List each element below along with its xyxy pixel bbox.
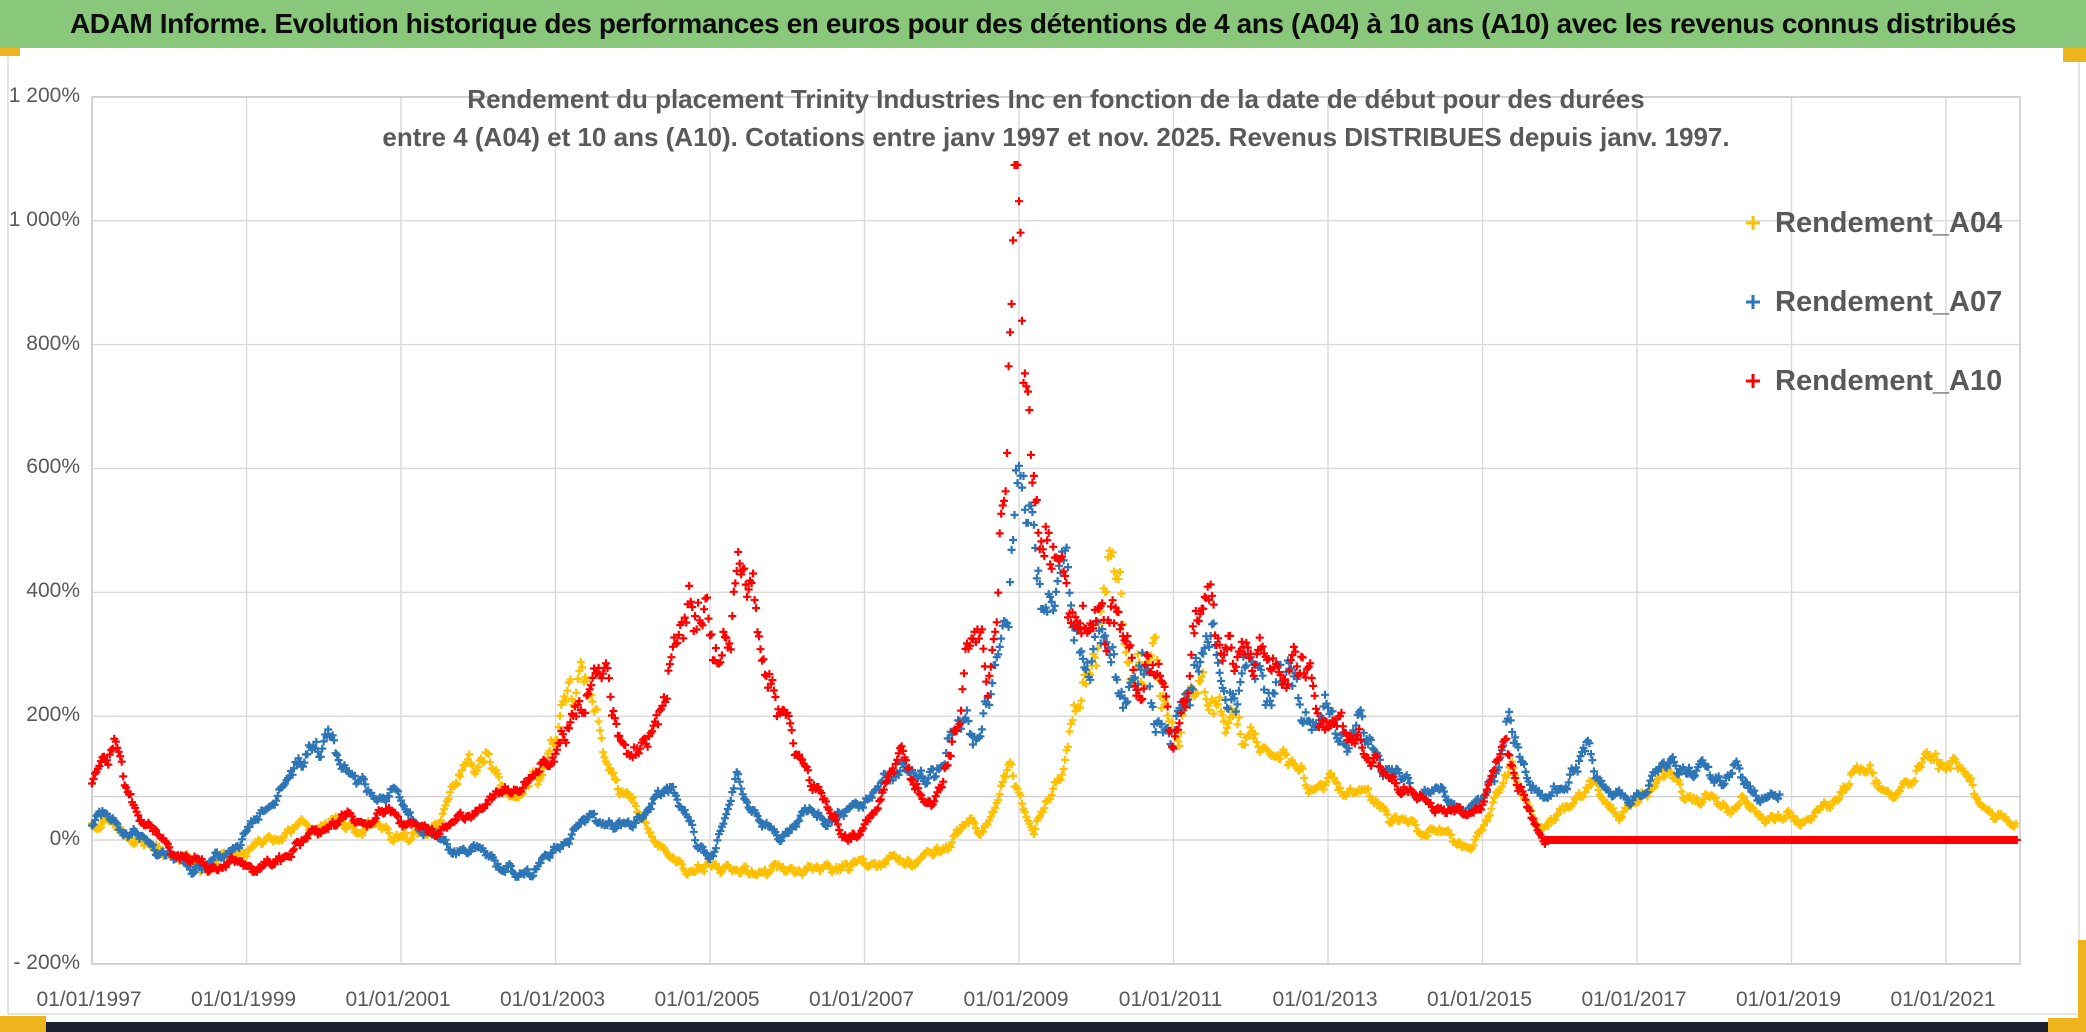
x-tick-label: 01/01/2013 [1272,988,1378,1011]
gold-accent-bottom-right [2048,1018,2086,1032]
y-tick-label: - 200% [13,950,80,974]
x-tick-label: 01/01/2001 [345,988,451,1011]
legend-label: Rendement_A10 [1775,364,2003,397]
series-points-rendement_a10 [88,161,2021,876]
plot-frame [91,96,2021,965]
gold-strip-right [2078,940,2086,1032]
banner-title: ADAM Informe. Evolution historique des p… [69,8,2017,39]
legend: Rendement_A04 Rendement_A07 Rendement_A1… [1745,203,2002,440]
y-tick-label: 1 000% [8,207,80,231]
plus-marker-icon [1746,216,1760,230]
plus-marker-icon [1746,295,1760,309]
x-tick-label: 01/01/2019 [1735,988,1842,1011]
x-tick-label: 01/01/1997 [36,988,142,1011]
chart-border [7,56,2080,1015]
gold-accent-bottom-left [0,1016,46,1032]
legend-item-a07[interactable]: Rendement_A07 [1745,282,2002,322]
y-tick-label: 0% [49,827,80,850]
gold-accent-top-right [2063,48,2086,62]
chart-title: Rendement du placement Trinity Industrie… [382,80,1729,156]
x-tick-label: 01/01/2017 [1581,988,1687,1011]
chart-title-line2: entre 4 (A04) et 10 ans (A10). Cotations… [382,122,1730,152]
y-tick-label: 400% [26,579,80,603]
legend-item-a04[interactable]: Rendement_A04 [1745,203,2002,243]
x-tick-label: 01/01/2011 [1118,988,1223,1011]
series-points-rendement_a07 [88,461,1784,881]
title-banner: ADAM Informe. Evolution historique des p… [0,0,2086,48]
x-tick-label: 01/01/2009 [963,988,1069,1011]
y-tick-label: 600% [26,455,80,479]
x-tick-label: 01/01/2003 [499,988,606,1011]
x-tick-label: 01/01/1999 [190,988,297,1011]
y-tick-label: 200% [26,703,80,727]
legend-item-a10[interactable]: Rendement_A10 [1745,361,2002,401]
x-tick-label: 01/01/2015 [1426,988,1533,1011]
x-tick-label: 01/01/2007 [808,988,915,1011]
plus-marker-icon [1746,374,1760,388]
chart-title-line1: Rendement du placement Trinity Industrie… [467,84,1645,114]
y-tick-label: 1 200% [8,83,80,107]
x-tick-label: 01/01/2005 [654,988,760,1011]
bottom-bar [0,1022,2086,1032]
gold-accent-top-left [0,48,20,56]
y-tick-label: 800% [26,331,80,355]
x-tick-label: 01/01/2021 [1890,988,1996,1011]
legend-label: Rendement_A04 [1775,206,2003,239]
legend-label: Rendement_A07 [1775,285,2003,318]
